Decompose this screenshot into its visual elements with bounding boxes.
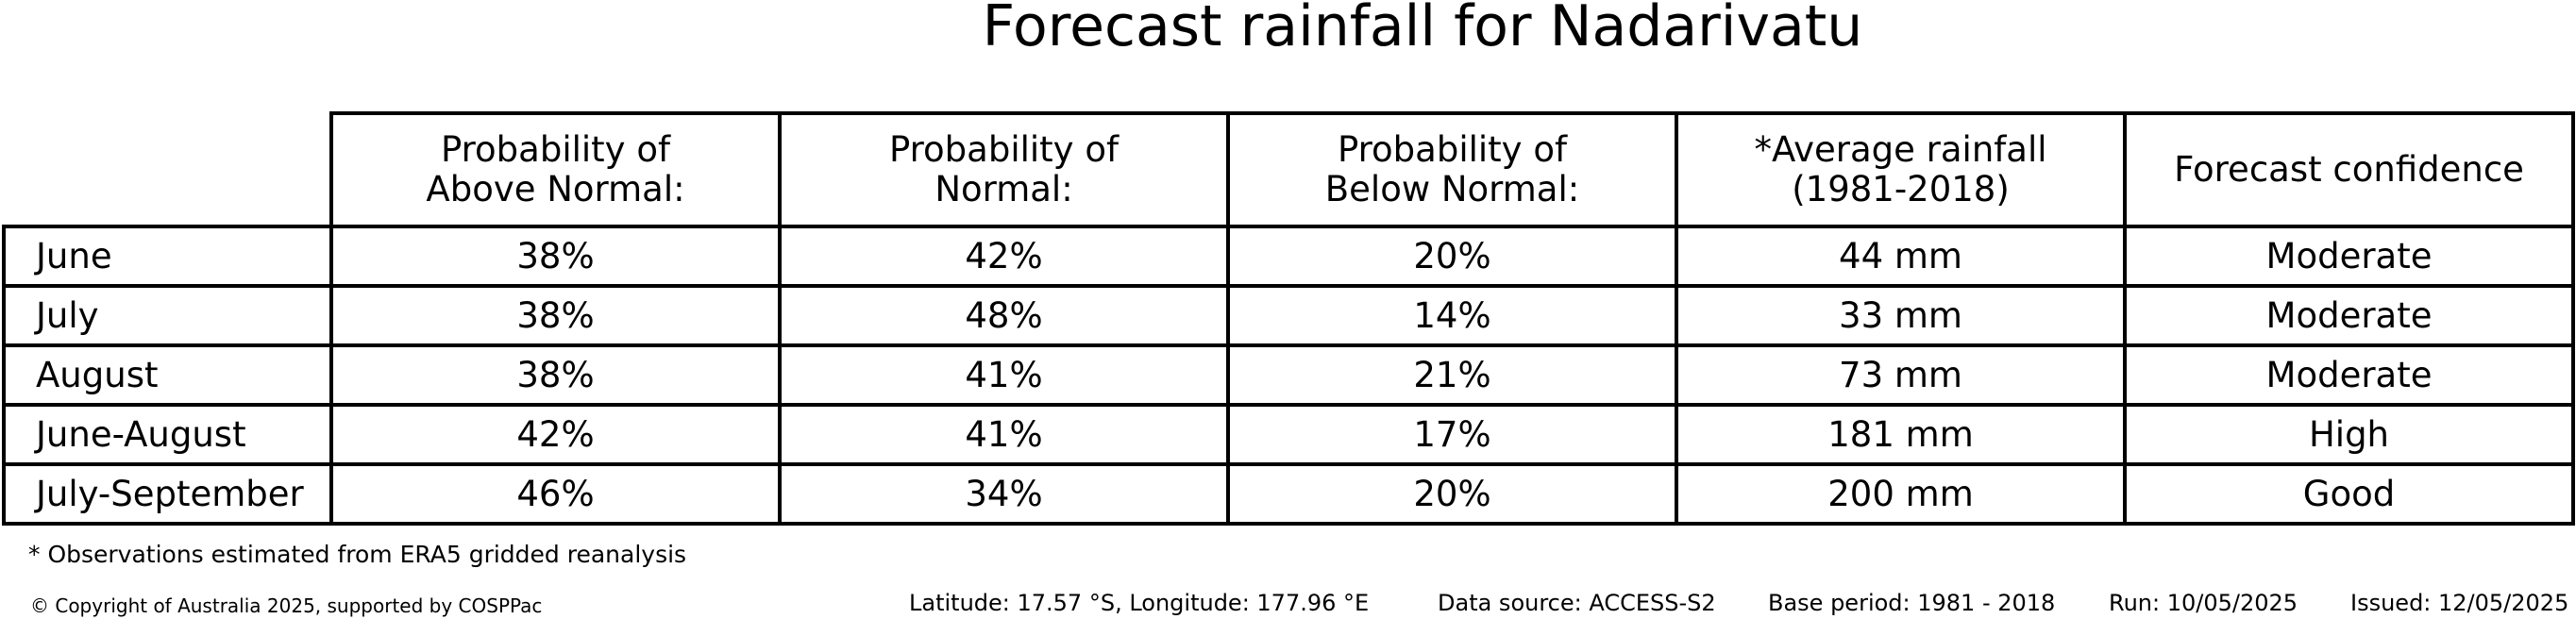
table-row: July 38% 48% 14% 33 mm Moderate [2, 284, 2575, 347]
average-rainfall-cell: 44 mm [1675, 225, 2127, 288]
header-line: Above Normal: [426, 169, 685, 209]
period-cell: June [2, 225, 333, 288]
forecast-table: Probability of Above Normal: Probability… [2, 111, 2575, 526]
period-cell: August [2, 343, 333, 407]
below-normal-cell: 20% [1226, 225, 1678, 288]
above-normal-cell: 42% [329, 403, 782, 466]
confidence-cell: Good [2123, 462, 2575, 526]
header-normal: Probability of Normal: [778, 111, 1230, 228]
table-row: July-September 46% 34% 20% 200 mm Good [2, 462, 2575, 526]
average-rainfall-cell: 73 mm [1675, 343, 2127, 407]
above-normal-cell: 46% [329, 462, 782, 526]
header-line: Probability of [888, 129, 1119, 170]
above-normal-cell: 38% [329, 343, 782, 407]
base-period-text: Base period: 1981 - 2018 [1768, 590, 2056, 616]
below-normal-cell: 20% [1226, 462, 1678, 526]
average-rainfall-cell: 200 mm [1675, 462, 2127, 526]
confidence-cell: Moderate [2123, 284, 2575, 347]
header-below-normal: Probability of Below Normal: [1226, 111, 1678, 228]
header-line: *Average rainfall [1754, 129, 2047, 170]
header-line: Normal: [934, 169, 1073, 209]
average-rainfall-cell: 33 mm [1675, 284, 2127, 347]
header-line: Forecast confidence [2174, 149, 2524, 190]
header-average-rainfall: *Average rainfall (1981-2018) [1675, 111, 2127, 228]
header-line: Probability of [1337, 129, 1567, 170]
footnote: * Observations estimated from ERA5 gridd… [28, 541, 687, 568]
table-corner-cell [4, 113, 333, 228]
table-row: August 38% 41% 21% 73 mm Moderate [2, 343, 2575, 407]
page-title: Forecast rainfall for Nadarivatu [982, 0, 1863, 59]
normal-cell: 34% [778, 462, 1230, 526]
data-source-text: Data source: ACCESS-S2 [1438, 590, 1716, 616]
below-normal-cell: 14% [1226, 284, 1678, 347]
run-date-text: Run: 10/05/2025 [2109, 590, 2298, 616]
normal-cell: 41% [778, 403, 1230, 466]
header-line: Below Normal: [1324, 169, 1580, 209]
issued-date-text: Issued: 12/05/2025 [2350, 590, 2569, 616]
period-cell: July [2, 284, 333, 347]
confidence-cell: Moderate [2123, 225, 2575, 288]
normal-cell: 48% [778, 284, 1230, 347]
below-normal-cell: 17% [1226, 403, 1678, 466]
table-header-row: Probability of Above Normal: Probability… [4, 111, 2575, 228]
location-text: Latitude: 17.57 °S, Longitude: 177.96 °E [909, 590, 1370, 616]
below-normal-cell: 21% [1226, 343, 1678, 407]
header-forecast-confidence: Forecast confidence [2123, 111, 2575, 228]
copyright-text: © Copyright of Australia 2025, supported… [30, 594, 543, 617]
table-row: June 38% 42% 20% 44 mm Moderate [2, 225, 2575, 288]
confidence-cell: Moderate [2123, 343, 2575, 407]
header-line: (1981-2018) [1792, 169, 2010, 209]
above-normal-cell: 38% [329, 225, 782, 288]
period-cell: July-September [2, 462, 333, 526]
period-cell: June-August [2, 403, 333, 466]
normal-cell: 41% [778, 343, 1230, 407]
header-line: Probability of [440, 129, 670, 170]
average-rainfall-cell: 181 mm [1675, 403, 2127, 466]
above-normal-cell: 38% [329, 284, 782, 347]
confidence-cell: High [2123, 403, 2575, 466]
normal-cell: 42% [778, 225, 1230, 288]
table-row: June-August 42% 41% 17% 181 mm High [2, 403, 2575, 466]
header-above-normal: Probability of Above Normal: [329, 111, 782, 228]
